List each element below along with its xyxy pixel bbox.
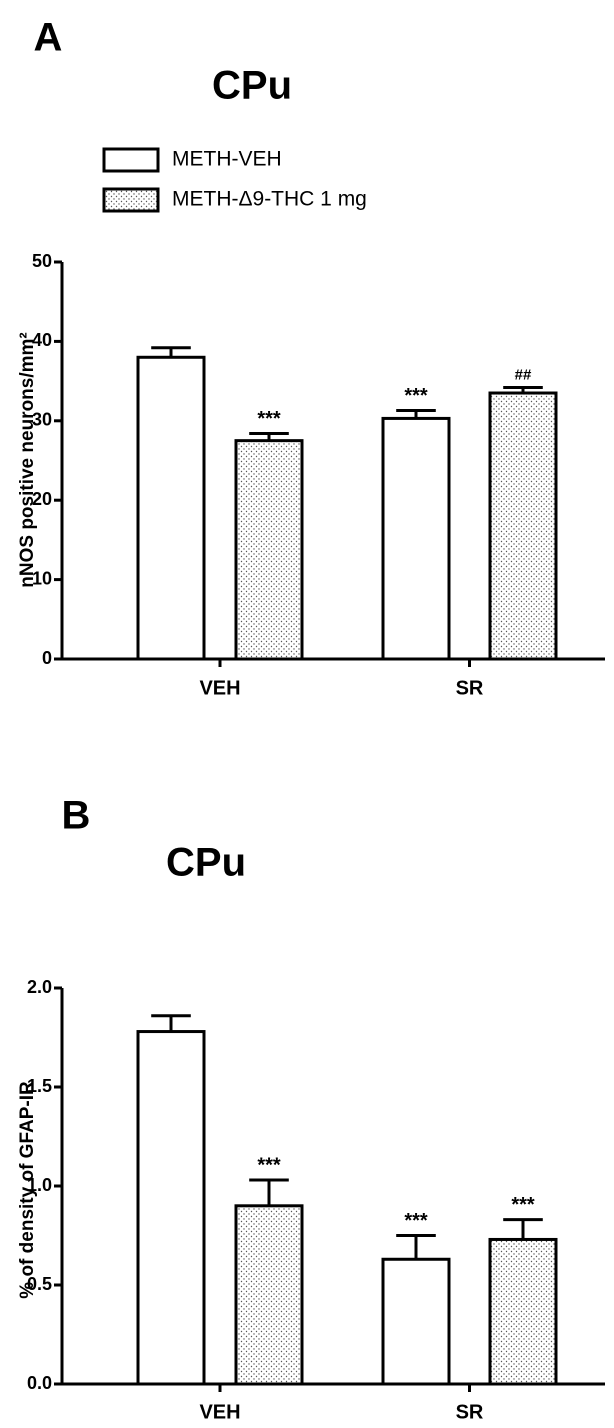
y-tick-label: 20 [32,489,52,509]
chart-title: CPu [212,64,292,108]
y-tick-label: 40 [32,330,52,350]
annotation: *** [404,385,428,407]
y-tick-label: 10 [32,568,52,588]
annotation: *** [257,1154,281,1176]
chart-title: CPu [166,841,246,885]
y-tick-label: 30 [32,410,52,430]
panel-label: A [34,16,63,60]
y-tick-label: 1.0 [27,1175,52,1195]
legend-swatch [102,187,160,213]
y-tick-label: 50 [32,251,52,271]
bar [136,1030,206,1386]
y-tick-label: 1.5 [27,1076,52,1096]
x-tick-label: SR [456,677,484,699]
y-tick-label: 0.5 [27,1274,52,1294]
bar [234,1204,304,1386]
x-tick-label: VEH [199,1401,240,1423]
annotation: *** [404,1210,428,1232]
legend-label: METH-VEH [172,148,282,171]
y-tick-label: 2.0 [27,977,52,997]
annotation: *** [257,408,281,430]
panel-label: B [62,794,91,838]
y-axis-label: nNOS positive neurons/mm² [17,332,38,587]
y-tick-label: 0.0 [27,1373,52,1393]
y-axis-label: % of density of GFAP-IR [17,1081,38,1299]
bar [136,355,206,661]
bar [488,391,558,661]
bar [381,416,451,661]
y-tick-label: 0 [42,648,52,668]
annotation: *** [511,1194,535,1216]
annotation: ## [515,366,532,383]
bar [381,1257,451,1386]
legend-label: METH-Δ9-THC 1 mg [172,188,367,211]
legend-swatch [102,147,160,173]
x-tick-label: VEH [199,677,240,699]
bar [488,1237,558,1386]
bar [234,439,304,661]
x-tick-label: SR [456,1401,484,1423]
